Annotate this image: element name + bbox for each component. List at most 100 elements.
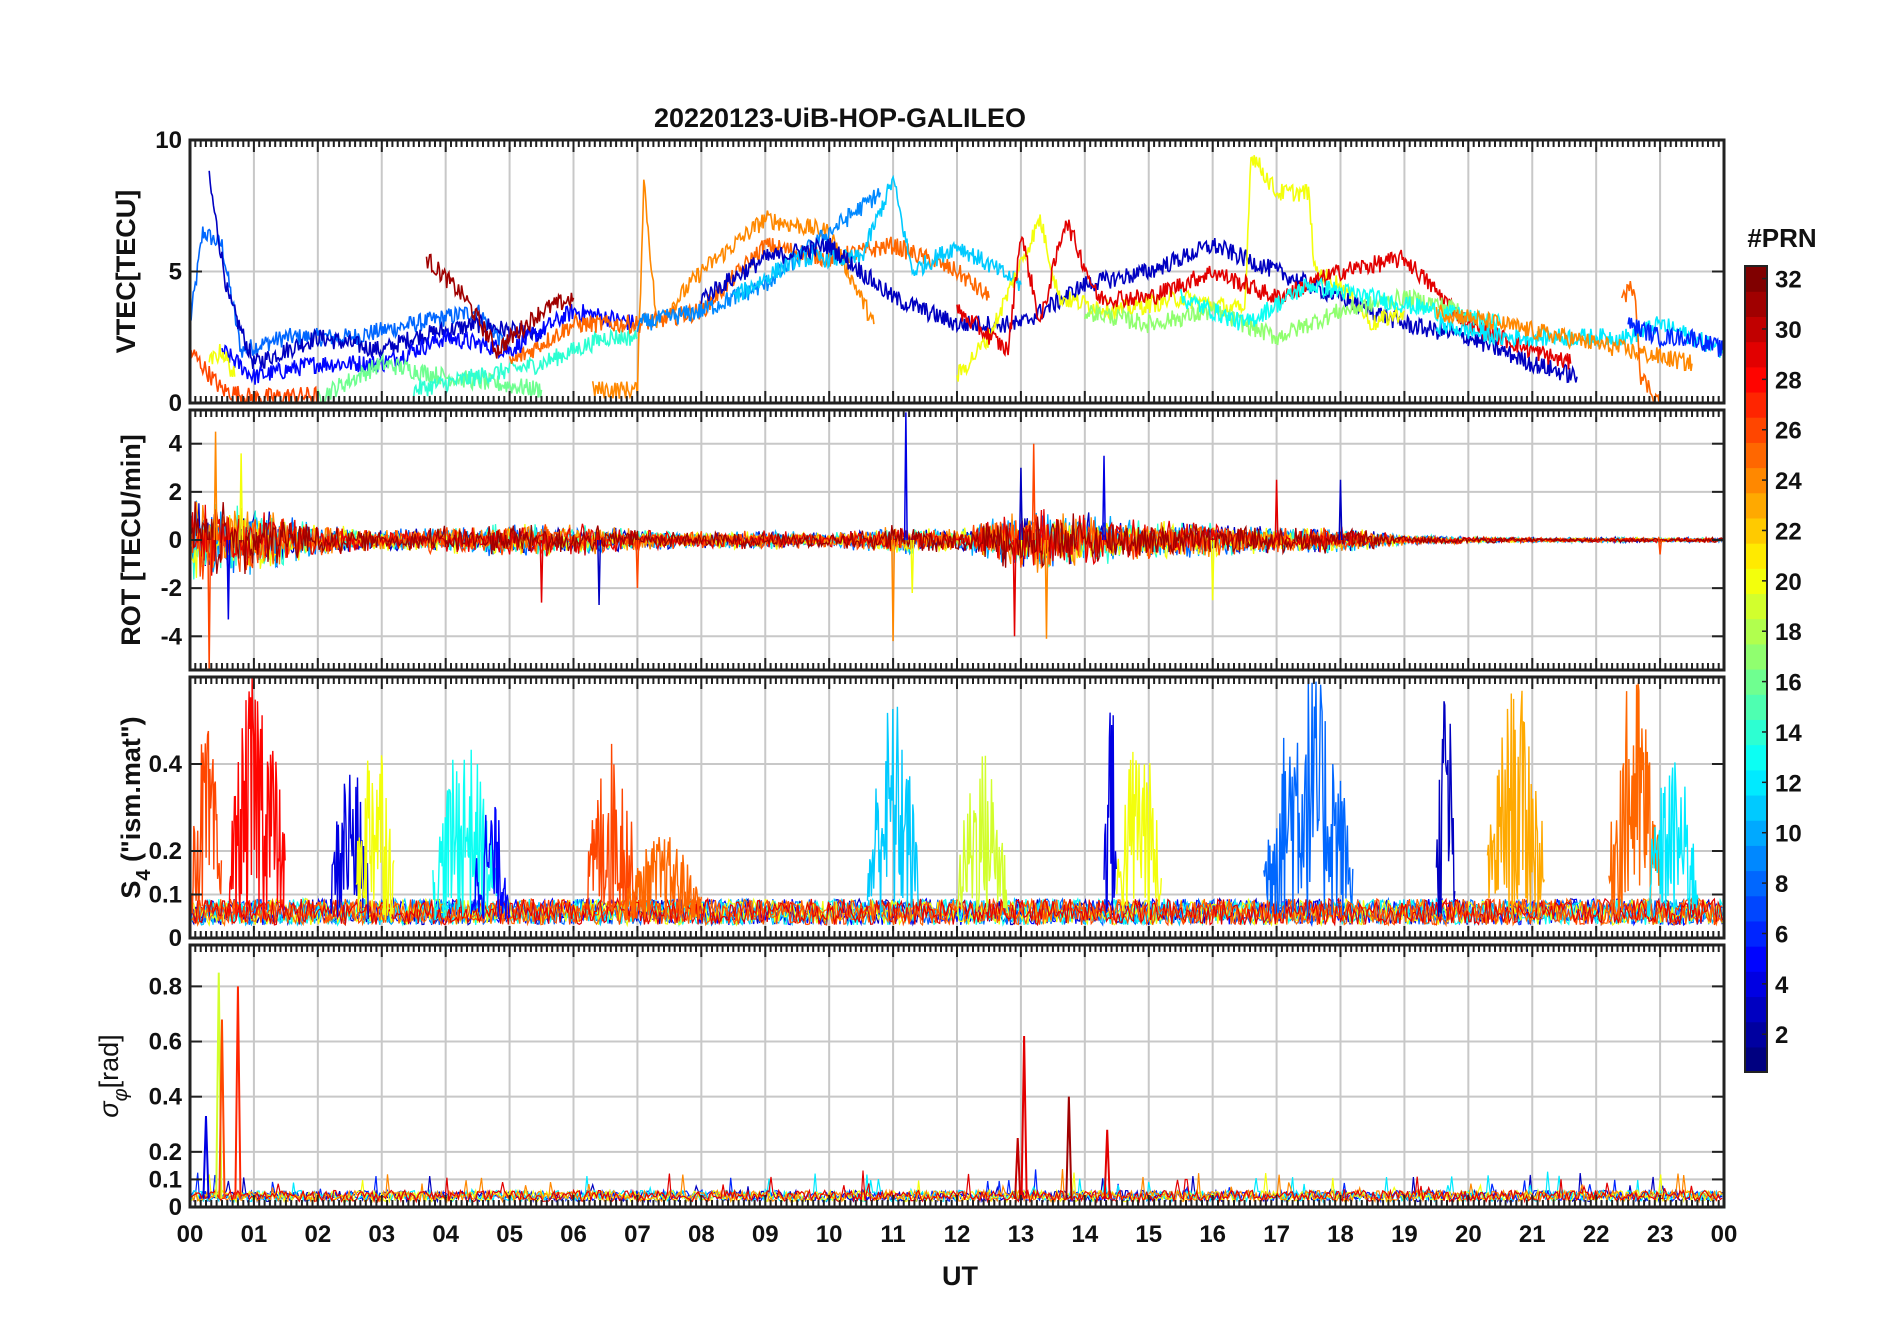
x-tick-label-24: 00 xyxy=(1711,1221,1738,1248)
rot-spike-2 xyxy=(226,539,231,620)
y-tick-label-rot-0: -4 xyxy=(161,623,183,650)
colorbar-swatch-16 xyxy=(1745,643,1767,670)
rot-spike-8 xyxy=(903,412,908,541)
colorbar-tick-label-8: 18 xyxy=(1775,619,1802,646)
rot-series-8 xyxy=(190,501,1724,575)
rot-spike-7 xyxy=(891,539,896,642)
vtec-series-8 xyxy=(591,179,875,400)
colorbar-swatch-10 xyxy=(1745,794,1767,821)
x-axis-label: UT xyxy=(942,1261,978,1291)
y-tick-label-rot-3: 2 xyxy=(169,479,182,506)
x-tick-label-7: 07 xyxy=(624,1221,651,1248)
s4-burst-13 xyxy=(1435,701,1456,917)
x-tick-label-3: 03 xyxy=(368,1221,395,1248)
colorbar-tick-label-2: 6 xyxy=(1775,921,1788,948)
colorbar-swatch-28 xyxy=(1745,341,1767,368)
colorbar-tick-label-0: 2 xyxy=(1775,1022,1788,1049)
colorbar-swatch-14 xyxy=(1745,694,1767,720)
colorbar-tick-label-3: 8 xyxy=(1775,871,1788,898)
colorbar-swatch-9 xyxy=(1745,820,1767,846)
colorbar-swatch-5 xyxy=(1745,920,1767,947)
y-tick-label-sigma_phi-0: 0 xyxy=(169,1194,182,1221)
panel-s4: 0 0.1 0.2 0.4S4 ("ism.mat") xyxy=(116,675,1726,952)
y-tick-label-vtec-1: 5 xyxy=(169,259,182,286)
rot-spike-6 xyxy=(635,539,640,589)
rot-spike-3 xyxy=(239,453,244,541)
plot-area-vtec xyxy=(190,155,1724,403)
colorbar-swatch-1 xyxy=(1745,1021,1767,1048)
panel-rot: -4 -2 0 2 4 ROT [TECU/min] xyxy=(116,408,1726,672)
colorbar-swatch-23 xyxy=(1745,467,1767,494)
x-tick-label-9: 09 xyxy=(752,1221,779,1248)
s4-background-7 xyxy=(190,896,1723,927)
rot-spike-0 xyxy=(207,539,212,670)
rot-spike-5 xyxy=(597,539,602,606)
s4-burst-7 xyxy=(623,836,702,921)
y-tick-label-rot-4: 4 xyxy=(169,431,183,458)
x-tick-label-18: 18 xyxy=(1327,1221,1354,1248)
y-tick-label-s4-3: 0.4 xyxy=(149,751,183,778)
x-tick-label-6: 06 xyxy=(560,1221,587,1248)
panel-vtec: 0 5 10 VTEC[TECU] xyxy=(111,127,1726,417)
s4-burst-11 xyxy=(1116,751,1162,918)
vtec-series-11 xyxy=(732,174,1022,303)
rot-spike-11 xyxy=(1018,467,1023,541)
vtec-series-16 xyxy=(1179,276,1502,331)
x-tick-label-2: 02 xyxy=(304,1221,331,1248)
x-ticks-sigma_phi xyxy=(189,945,1725,1207)
x-tick-label-22: 22 xyxy=(1583,1221,1610,1248)
colorbar-box xyxy=(1744,265,1768,1073)
sigma-spike-1 xyxy=(218,1019,226,1199)
colorbar-tick-label-1: 4 xyxy=(1775,972,1789,999)
colorbar-tick-label-7: 16 xyxy=(1775,670,1802,697)
s4-burst-16 xyxy=(1646,762,1699,918)
colorbar-swatch-6 xyxy=(1745,895,1767,922)
vtec-series-15 xyxy=(1084,287,1469,346)
x-tick-label-8: 08 xyxy=(688,1221,715,1248)
x-tick-label-11: 11 xyxy=(880,1221,905,1248)
rot-spike-13 xyxy=(1044,539,1049,639)
colorbar-tick-label-14: 30 xyxy=(1775,317,1802,344)
vtec-series-20 xyxy=(1627,317,1724,357)
x-tick-label-1: 01 xyxy=(241,1221,268,1248)
rot-spike-12 xyxy=(1031,443,1036,541)
colorbar-swatch-19 xyxy=(1745,568,1767,595)
colorbar-swatch-0 xyxy=(1745,1046,1767,1073)
panel-sigma_phi: 00.10.2 0.4 0.6 0.8 σφ[rad] 00 01 02 03 04 05 06 07 0… xyxy=(94,943,1738,1248)
colorbar-tick-label-10: 22 xyxy=(1775,518,1802,545)
x-tick-label-19: 19 xyxy=(1391,1221,1418,1248)
colorbar-swatch-26 xyxy=(1745,391,1767,418)
x-tick-label-0: 00 xyxy=(177,1221,204,1248)
sigma-spike-3 xyxy=(202,1115,210,1199)
y-tick-label-sigma_phi-3: 0.4 xyxy=(149,1084,183,1111)
sigma-spike-2 xyxy=(234,986,242,1199)
vtec-series-6 xyxy=(412,328,638,398)
x-tick-label-15: 15 xyxy=(1135,1221,1162,1248)
x-tick-label-23: 23 xyxy=(1647,1221,1674,1248)
plot-area-rot xyxy=(190,412,1724,670)
colorbar-swatch-20 xyxy=(1745,543,1767,569)
x-tick-label-12: 12 xyxy=(944,1221,971,1248)
rot-spike-16 xyxy=(1274,479,1279,541)
rot-spike-1 xyxy=(213,431,218,541)
colorbar-swatch-29 xyxy=(1745,316,1767,343)
rot-spike-9 xyxy=(910,539,915,593)
colorbar-swatch-25 xyxy=(1745,417,1767,443)
x-tick-label-4: 04 xyxy=(432,1221,459,1248)
y-axis-label-rot: ROT [TECU/min] xyxy=(116,434,146,645)
y-tick-label-sigma_phi-4: 0.6 xyxy=(149,1029,182,1056)
colorbar-tick-label-6: 14 xyxy=(1775,720,1802,747)
x-ticks-s4 xyxy=(189,677,1725,938)
colorbar-title: #PRN xyxy=(1747,223,1816,253)
y-tick-label-sigma_phi-5: 0.8 xyxy=(149,973,182,1000)
y-tick-label-vtec-2: 10 xyxy=(155,127,182,154)
x-tick-label-20: 20 xyxy=(1455,1221,1482,1248)
x-tick-label-21: 21 xyxy=(1519,1221,1546,1248)
colorbar-swatch-17 xyxy=(1745,618,1767,645)
y-tick-label-sigma_phi-1: 0.1 xyxy=(149,1166,182,1193)
colorbar-tick-label-11: 24 xyxy=(1775,468,1802,495)
colorbar-tick-label-15: 32 xyxy=(1775,267,1802,294)
vtec-series-14 xyxy=(956,219,1572,370)
y-axis-label-vtec: VTEC[TECU] xyxy=(111,190,141,354)
